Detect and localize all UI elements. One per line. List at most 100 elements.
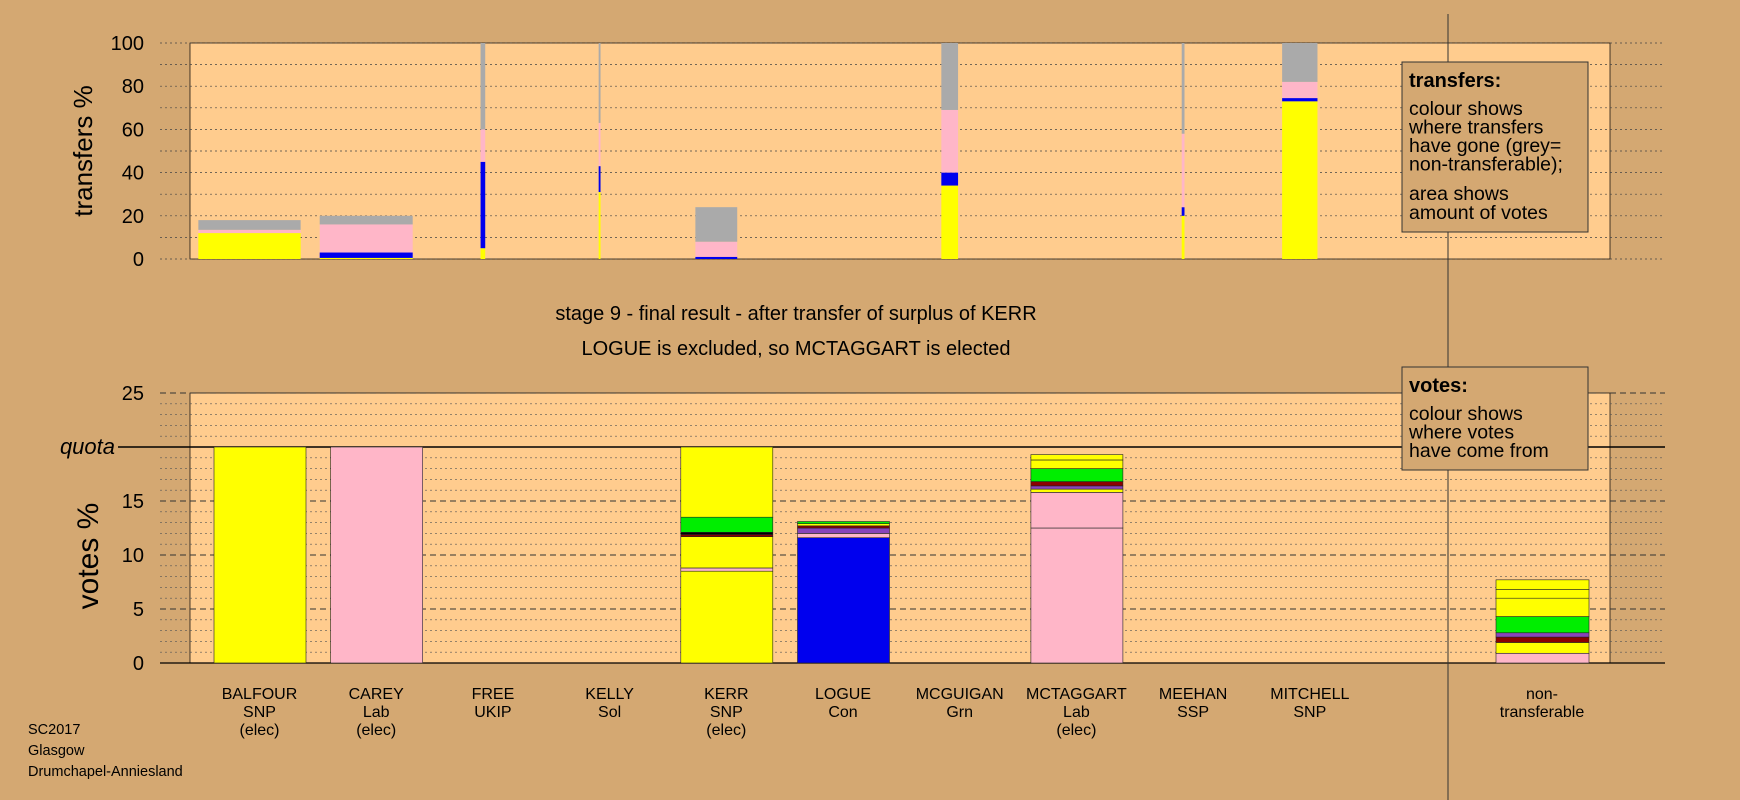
- transfer-segment-meehan: [1181, 43, 1185, 134]
- transfer-segment-mcguigan: [941, 185, 959, 259]
- candidate-party-label: Sol: [598, 704, 621, 721]
- candidate-name-label: CAREY: [349, 686, 404, 703]
- vote-segment-mctaggart: [1030, 488, 1124, 493]
- vote-segment-mctaggart: [1030, 454, 1124, 461]
- transfers-legend-heading: transfers:: [1409, 70, 1501, 92]
- vote-segment-mctaggart: [1030, 485, 1124, 490]
- candidate-party-label: SNP: [243, 704, 276, 721]
- votes-y-tick-label: 0: [133, 653, 144, 675]
- transfer-segment-free: [480, 248, 486, 259]
- transfers-y-tick-label: 60: [122, 119, 144, 141]
- candidate-status-label: (elec): [1056, 722, 1096, 739]
- transfer-segment-carey: [319, 224, 413, 253]
- transfer-segment-kelly: [598, 43, 601, 123]
- votes-plot-area: [189, 392, 1611, 664]
- transfer-segment-carey: [319, 215, 413, 225]
- transfers-y-tick-label: 100: [111, 33, 144, 55]
- vote-segment-kerr: [680, 446, 774, 518]
- nontransferable-label: non-: [1526, 686, 1558, 703]
- stage-title: stage 9 - final result - after transfer …: [555, 303, 1036, 325]
- vote-segment-logue: [797, 525, 890, 529]
- transfers-legend-text: area shows: [1409, 183, 1509, 205]
- votes-y-axis-label: votes %: [72, 503, 105, 610]
- vote-segment-carey: [330, 446, 424, 664]
- transfer-segment-meehan: [1181, 215, 1185, 259]
- transfer-segment-carey: [319, 257, 413, 259]
- vote-segment-mctaggart: [1030, 492, 1124, 529]
- transfer-segment-kelly: [598, 122, 601, 167]
- candidate-party-label: Con: [828, 704, 857, 721]
- transfer-segment-mitchell: [1282, 101, 1318, 259]
- candidate-name-label: KELLY: [585, 686, 634, 703]
- transfer-segment-mcguigan: [941, 43, 959, 110]
- transfers-legend-box: [1401, 61, 1589, 233]
- vote-segment-logue: [797, 523, 890, 527]
- candidate-party-label: Lab: [1063, 704, 1090, 721]
- candidate-party-label: Lab: [363, 704, 390, 721]
- candidate-party-label: SNP: [710, 704, 743, 721]
- transfer-segment-balfour: [198, 220, 301, 230]
- candidate-party-label: Grn: [946, 704, 973, 721]
- candidate-party-label: UKIP: [474, 704, 511, 721]
- transfer-segment-free: [480, 129, 486, 162]
- candidate-status-label: (elec): [706, 722, 746, 739]
- transfer-segment-kerr: [695, 207, 738, 242]
- transfers-y-tick-label: 0: [133, 249, 144, 271]
- transfer-segment-kelly: [598, 192, 601, 259]
- vote-segment-nontransferable: [1495, 652, 1590, 664]
- vote-segment-nontransferable: [1495, 579, 1590, 590]
- transfers-y-axis-label: transfers %: [68, 85, 98, 217]
- candidate-name-label: MITCHELL: [1270, 686, 1349, 703]
- transfers-y-tick-label: 40: [122, 163, 144, 185]
- votes-y-tick-label: 10: [122, 545, 144, 567]
- candidate-name-label: BALFOUR: [222, 686, 298, 703]
- candidate-party-label: SSP: [1177, 704, 1209, 721]
- transfers-legend-text: where transfers: [1408, 117, 1544, 139]
- stage-subtitle: LOGUE is excluded, so MCTAGGART is elect…: [581, 338, 1010, 360]
- vote-segment-logue: [797, 521, 890, 524]
- transfers-y-tick-label: 80: [122, 76, 144, 98]
- votes-y-tick-label: 25: [122, 383, 144, 405]
- transfer-segment-balfour: [198, 233, 301, 259]
- transfer-segment-kerr: [695, 241, 738, 257]
- vote-segment-mctaggart: [1030, 459, 1124, 469]
- transfers-legend-text: amount of votes: [1409, 202, 1548, 224]
- vote-segment-nontransferable: [1495, 589, 1590, 599]
- vote-segment-nontransferable: [1495, 616, 1590, 634]
- vote-segment-kerr: [680, 570, 774, 664]
- votes-legend-text: where votes: [1408, 422, 1514, 444]
- transfers-y-tick-label: 20: [122, 206, 144, 228]
- votes-y-tick-label: 5: [133, 599, 144, 621]
- vote-segment-nontransferable: [1495, 636, 1590, 643]
- candidate-name-label: KERR: [704, 686, 748, 703]
- vote-segment-nontransferable: [1495, 642, 1590, 654]
- votes-legend-heading: votes:: [1409, 375, 1468, 397]
- candidate-name-label: FREE: [472, 686, 515, 703]
- quota-label: quota: [60, 434, 115, 459]
- transfer-segment-mcguigan: [941, 172, 959, 186]
- candidate-name-label: MEEHAN: [1159, 686, 1227, 703]
- transfers-legend-text: have gone (grey=: [1409, 135, 1561, 157]
- transfer-segment-free: [480, 43, 486, 130]
- election-label: SC2017: [28, 722, 80, 738]
- vote-segment-kerr: [680, 534, 774, 537]
- vote-segment-kerr: [680, 532, 774, 535]
- votes-legend-box: [1401, 366, 1589, 471]
- candidate-name-label: MCTAGGART: [1026, 686, 1127, 703]
- transfer-segment-mitchell: [1282, 98, 1318, 102]
- transfer-segment-meehan: [1181, 133, 1185, 208]
- transfer-segment-kelly: [598, 166, 601, 193]
- vote-segment-balfour: [213, 446, 307, 664]
- vote-segment-nontransferable: [1495, 597, 1590, 617]
- transfer-segment-carey: [319, 252, 413, 258]
- candidate-party-label: SNP: [1293, 704, 1326, 721]
- vote-segment-logue: [797, 537, 890, 664]
- vote-segment-logue: [797, 527, 890, 534]
- transfer-segment-meehan: [1181, 207, 1185, 216]
- transfers-legend-text: non-transferable);: [1409, 154, 1563, 176]
- vote-segment-mctaggart: [1030, 468, 1124, 482]
- nontransferable-label: transferable: [1500, 704, 1585, 721]
- votes-y-tick-label: 15: [122, 491, 144, 513]
